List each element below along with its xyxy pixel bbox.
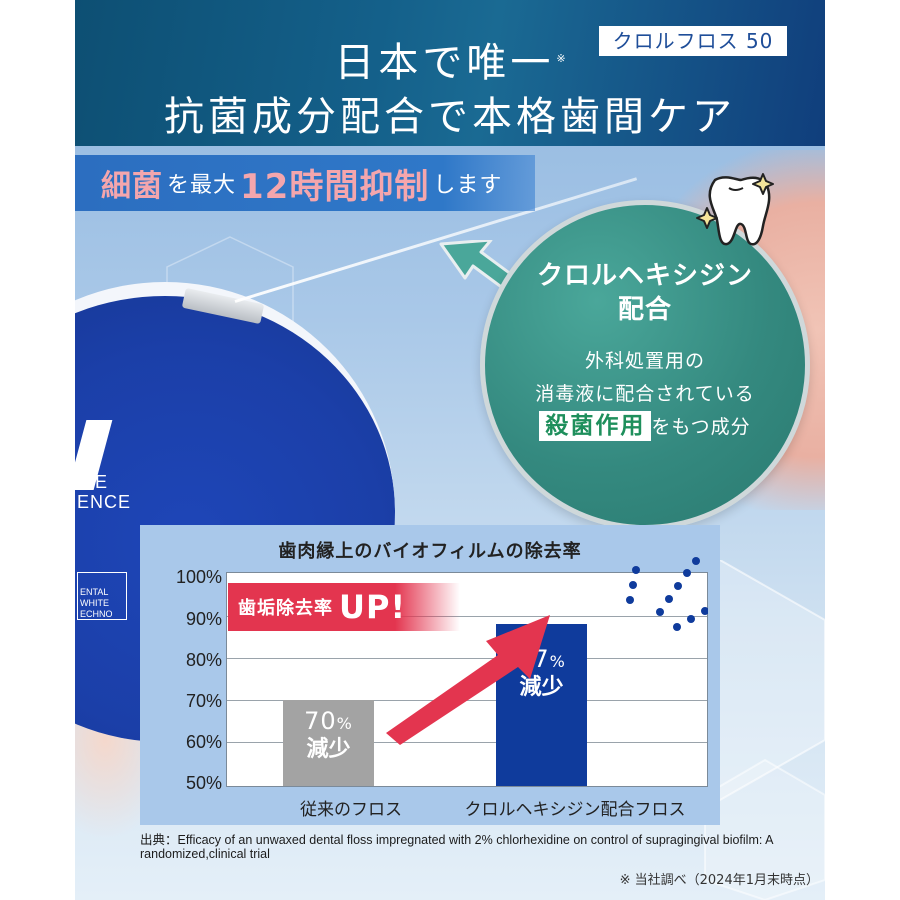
y-tick: 90%: [185, 609, 222, 629]
bar-conventional-floss: 70% 減少: [283, 700, 374, 786]
header-band: 日本で唯一 ※ 抗菌成分配合で本格歯間ケア クロルフロス 50: [75, 0, 825, 146]
claim-banner: 細菌 を最大 12時間抑制 します: [75, 155, 535, 211]
citation: 出典：Efficacy of an unwaxed dental floss i…: [140, 832, 773, 862]
y-tick: 50%: [185, 773, 222, 793]
gridline: [227, 742, 707, 743]
callout-highlight: 殺菌作用: [539, 411, 652, 441]
y-tick: 80%: [185, 650, 222, 670]
callout-body: 外科処置用の 消毒液に配合されている 殺菌作用 をもつ成分: [535, 350, 755, 441]
headline-line2: 抗菌成分配合で本格歯間ケア: [164, 94, 736, 140]
plaque-dots-icon: [626, 557, 708, 631]
chart-panel: 歯肉縁上のバイオフィルムの除去率 100% 90% 80% 70% 60% 50…: [140, 525, 720, 825]
y-tick: 60%: [185, 732, 222, 752]
headline-line1: 日本で唯一 ※: [334, 40, 566, 86]
chart-title: 歯肉縁上のバイオフィルムの除去率: [278, 541, 582, 562]
gridline: [227, 616, 707, 617]
survey-note: ※ 当社調べ（2024年1月末時点）: [619, 873, 819, 888]
product-name-tag: クロルフロス 50: [599, 26, 787, 56]
product-badge: ENTAL WHITE ECHNO: [77, 572, 127, 620]
callout-title: クロルヘキシジン 配合: [536, 261, 753, 325]
x-tick: クロルヘキシジン配合フロス: [464, 800, 686, 820]
y-tick: 70%: [185, 691, 222, 711]
y-tick: 100%: [175, 567, 222, 587]
promo-canvas: ITE ENCE ENTAL WHITE ECHNO 日本で唯一 ※ 抗菌成分配合…: [75, 0, 825, 900]
ingredient-callout: クロルヘキシジン 配合 外科処置用の 消毒液に配合されている 殺菌作用 をもつ成分: [480, 200, 810, 530]
x-tick: 従来のフロス: [300, 800, 402, 820]
sparkling-tooth-icon: [696, 173, 774, 246]
product-brand-text: ITE ENCE: [77, 472, 132, 512]
increase-arrow-icon: [386, 615, 550, 745]
gridline: [227, 658, 707, 659]
plaque-removal-up-badge: 歯垢除去率 UP!: [228, 583, 460, 631]
